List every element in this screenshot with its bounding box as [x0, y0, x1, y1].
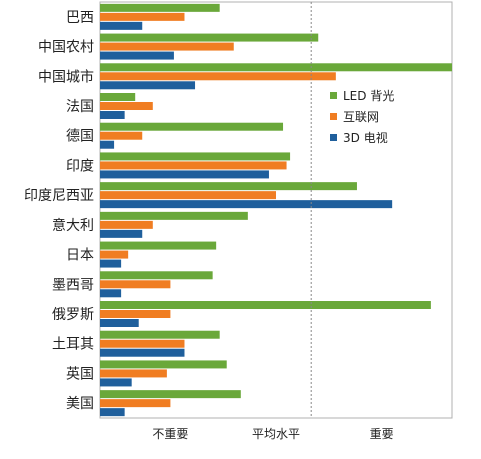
- bar: [100, 390, 241, 399]
- bar: [100, 211, 248, 220]
- bar: [100, 170, 269, 179]
- category-label: 德国: [66, 129, 94, 145]
- bar: [100, 72, 336, 81]
- plot-frame: [99, 1, 453, 419]
- category-label: 美国: [66, 396, 94, 412]
- bar: [100, 220, 153, 229]
- category-label: 土耳其: [52, 337, 94, 353]
- bar: [100, 369, 167, 378]
- bar: [100, 161, 287, 170]
- legend-swatch: [330, 92, 337, 99]
- bar: [100, 319, 139, 327]
- category-label: 俄罗斯: [52, 307, 94, 323]
- legend-swatch: [330, 134, 337, 141]
- bar: [100, 111, 125, 119]
- bar: [100, 12, 185, 21]
- bar: [100, 93, 136, 101]
- bar: [100, 63, 452, 72]
- bars-layer: [100, 2, 452, 418]
- bar: [100, 339, 185, 348]
- bar: [100, 42, 234, 51]
- category-label: 日本: [66, 248, 94, 264]
- bar: [100, 259, 122, 268]
- bar: [100, 271, 213, 280]
- bar: [100, 229, 143, 238]
- bar: [100, 241, 217, 250]
- bar: [100, 51, 174, 60]
- x-tick-label: 重要: [370, 427, 394, 441]
- category-label: 中国农村: [38, 40, 94, 56]
- category-label: 巴西: [66, 10, 94, 26]
- bar: [100, 348, 185, 357]
- bar: [100, 378, 132, 387]
- bar: [100, 280, 171, 289]
- bar: [100, 399, 171, 408]
- bar: [100, 152, 291, 161]
- bar: [100, 33, 319, 42]
- legend-label: 3D 电视: [343, 130, 388, 145]
- bar: [100, 310, 171, 318]
- bar: [100, 3, 220, 12]
- legend-label: 互联网: [343, 110, 379, 124]
- category-label: 英国: [66, 365, 94, 382]
- category-label: 中国城市: [38, 68, 94, 85]
- legend-label: LED 背光: [343, 89, 394, 103]
- legend-swatch: [330, 113, 337, 120]
- bar: [100, 289, 122, 298]
- bar: [100, 182, 357, 191]
- category-label: 印度: [66, 158, 94, 174]
- bar: [100, 191, 276, 200]
- bar: [100, 131, 143, 140]
- bar: [100, 330, 220, 339]
- bar: [100, 102, 153, 110]
- x-tick-label: 平均水平: [252, 427, 300, 441]
- category-label: 印度尼西亚: [24, 188, 94, 204]
- x-axis: 不重要 平均水平 重要: [152, 427, 393, 441]
- bar: [100, 301, 431, 309]
- bar: [100, 408, 125, 417]
- category-label: 墨西哥: [52, 277, 94, 293]
- category-label: 意大利: [52, 217, 94, 234]
- bar: [100, 360, 227, 369]
- bar: [100, 200, 393, 209]
- bar: [100, 140, 115, 149]
- x-tick-label: 不重要: [152, 427, 188, 441]
- bar: [100, 21, 143, 30]
- bar: [100, 81, 196, 90]
- bar: [100, 250, 129, 259]
- category-label: 法国: [66, 99, 94, 115]
- bar: [100, 122, 284, 131]
